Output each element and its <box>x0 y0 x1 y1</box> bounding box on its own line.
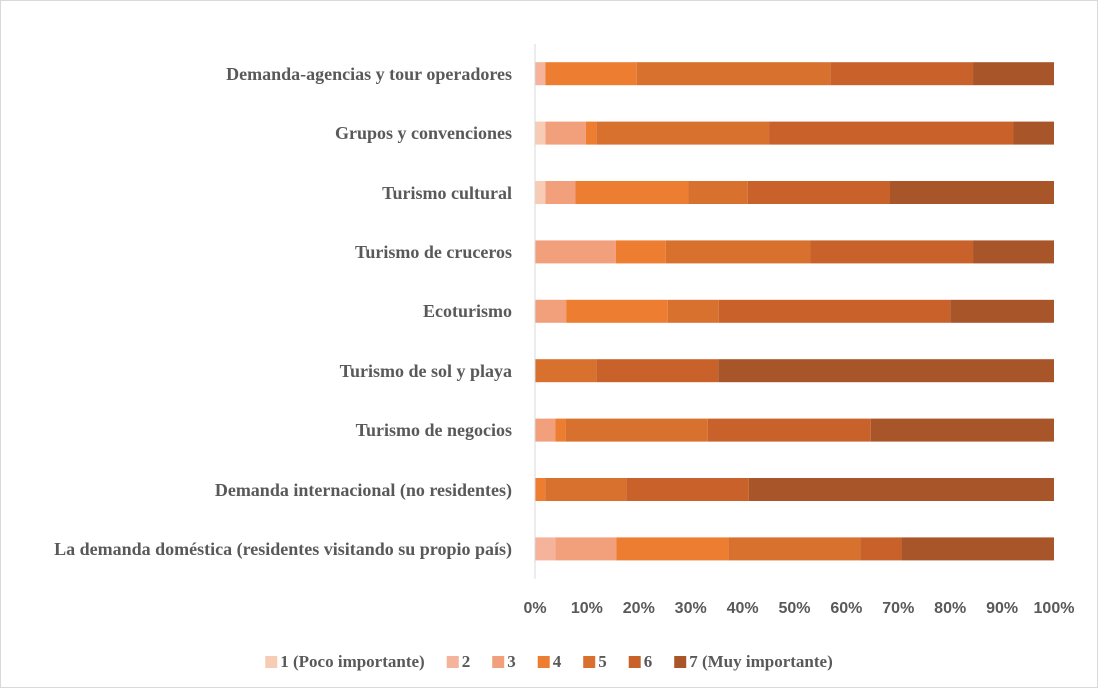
bar-segment <box>1013 121 1054 145</box>
bar-segment <box>973 240 1054 264</box>
bar-segment <box>973 62 1054 86</box>
bar-segment <box>566 299 668 323</box>
bar-segment <box>688 181 748 204</box>
bar-segment <box>636 62 831 86</box>
category-label: Grupos y convenciones <box>334 123 512 144</box>
bar-segment <box>555 418 566 442</box>
bar-segment <box>810 240 974 264</box>
x-tick-label: 0% <box>523 600 546 617</box>
category-label: Demanda-agencias y tour operadores <box>226 63 512 84</box>
bar-segment <box>860 537 902 561</box>
bar-segment <box>555 537 617 561</box>
bar-segment <box>535 478 546 501</box>
legend-swatch <box>537 656 550 668</box>
legend-label: 4 <box>553 652 562 671</box>
x-tick-label: 10% <box>571 600 603 617</box>
bar-segment <box>728 537 861 561</box>
x-tick-label: 20% <box>623 600 655 617</box>
bar-segment <box>616 537 729 561</box>
legend: 1 (Poco importante) 2 3 4 5 6 7 (Muy important… <box>265 652 833 671</box>
category-label: Turismo de negocios <box>355 420 512 441</box>
bar-segment <box>545 62 637 86</box>
category-label: Turismo de cruceros <box>355 241 512 262</box>
bar-segment <box>535 418 556 442</box>
bar-segment <box>870 418 1054 442</box>
bar-segment <box>535 121 546 145</box>
bar-segment <box>535 359 597 383</box>
bar-segment <box>585 121 597 145</box>
bar-segment <box>950 299 1054 323</box>
bar-segment <box>565 418 708 442</box>
bar-segment <box>626 478 749 501</box>
legend-swatch <box>628 656 641 668</box>
bar-segment <box>718 299 951 323</box>
legend-label: 6 <box>644 652 653 671</box>
x-tick-label: 40% <box>727 600 759 617</box>
bar-segment <box>535 240 616 264</box>
legend-label: 5 <box>598 652 607 671</box>
bar-segment <box>596 121 770 145</box>
legend-swatch <box>583 656 596 668</box>
bar-segment <box>901 537 1054 561</box>
x-tick-label: 50% <box>778 600 810 617</box>
bar-segment <box>545 121 586 145</box>
x-tick-label: 30% <box>675 600 707 617</box>
x-tick-label: 90% <box>986 600 1018 617</box>
bar-segment <box>889 181 1054 204</box>
bar-segment <box>535 299 567 323</box>
bar-segment <box>707 418 871 442</box>
legend-swatch <box>674 656 687 668</box>
bar-segment <box>535 181 546 204</box>
category-label: Ecoturismo <box>423 301 512 322</box>
bar-segment <box>615 240 666 264</box>
bar-segment <box>665 240 811 264</box>
bar-segment <box>748 478 1054 501</box>
x-tick-label: 100% <box>1034 600 1075 617</box>
legend-swatch <box>265 656 278 668</box>
bar-segment <box>769 121 1014 145</box>
bar-segment <box>596 359 719 383</box>
category-label: La demanda doméstica (residentes visitan… <box>54 538 512 559</box>
legend-swatch <box>446 656 459 668</box>
legend-label: 2 <box>462 652 471 671</box>
x-tick-label: 60% <box>830 600 862 617</box>
legend-label: 7 (Muy importante) <box>689 652 833 671</box>
bar-segment <box>535 537 556 561</box>
legend-swatch <box>492 656 505 668</box>
bar-segment <box>747 181 890 204</box>
category-label: Turismo de sol y playa <box>339 360 512 381</box>
legend-label: 3 <box>507 652 516 671</box>
x-tick-label: 80% <box>934 600 966 617</box>
bar-segment <box>830 62 974 86</box>
bar-segment <box>545 181 576 204</box>
x-tick-label: 70% <box>882 600 914 617</box>
bar-segment <box>545 478 627 501</box>
legend-label: 1 (Poco importante) <box>280 652 424 671</box>
bar-segment <box>718 359 1054 383</box>
bar-segment <box>667 299 719 323</box>
bar-segment <box>575 181 689 204</box>
category-label: Turismo cultural <box>382 182 512 203</box>
category-label: Demanda internacional (no residentes) <box>214 479 512 500</box>
bar-segment <box>535 62 546 86</box>
